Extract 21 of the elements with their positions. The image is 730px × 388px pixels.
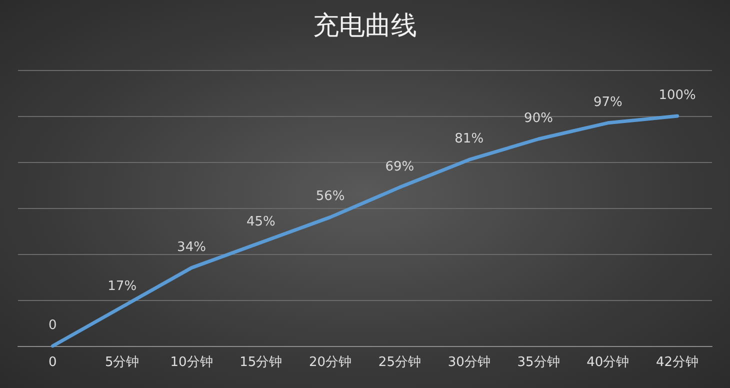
data-label: 0 — [48, 318, 57, 333]
x-tick-label: 0 — [48, 355, 57, 370]
x-tick-label: 25分钟 — [378, 355, 421, 370]
data-label: 45% — [246, 214, 276, 230]
x-tick-label: 15分钟 — [240, 355, 282, 370]
x-tick-label: 42分钟 — [656, 355, 699, 370]
data-label: 34% — [177, 240, 206, 255]
chart-title: 充电曲线 — [313, 11, 417, 41]
data-label: 97% — [593, 94, 622, 110]
x-tick-label: 10分钟 — [170, 355, 213, 370]
x-tick-label: 40分钟 — [586, 355, 630, 370]
data-label: 69% — [385, 159, 414, 174]
data-label: 56% — [316, 189, 345, 204]
x-tick-label: 30分钟 — [448, 355, 490, 370]
data-label: 90% — [524, 111, 553, 126]
data-label: 17% — [108, 278, 137, 294]
x-tick-label: 20分钟 — [309, 355, 352, 370]
data-label: 81% — [454, 132, 484, 147]
data-label: 100% — [658, 88, 696, 103]
x-tick-label: 5分钟 — [104, 355, 140, 370]
x-tick-label: 35分钟 — [517, 355, 560, 370]
